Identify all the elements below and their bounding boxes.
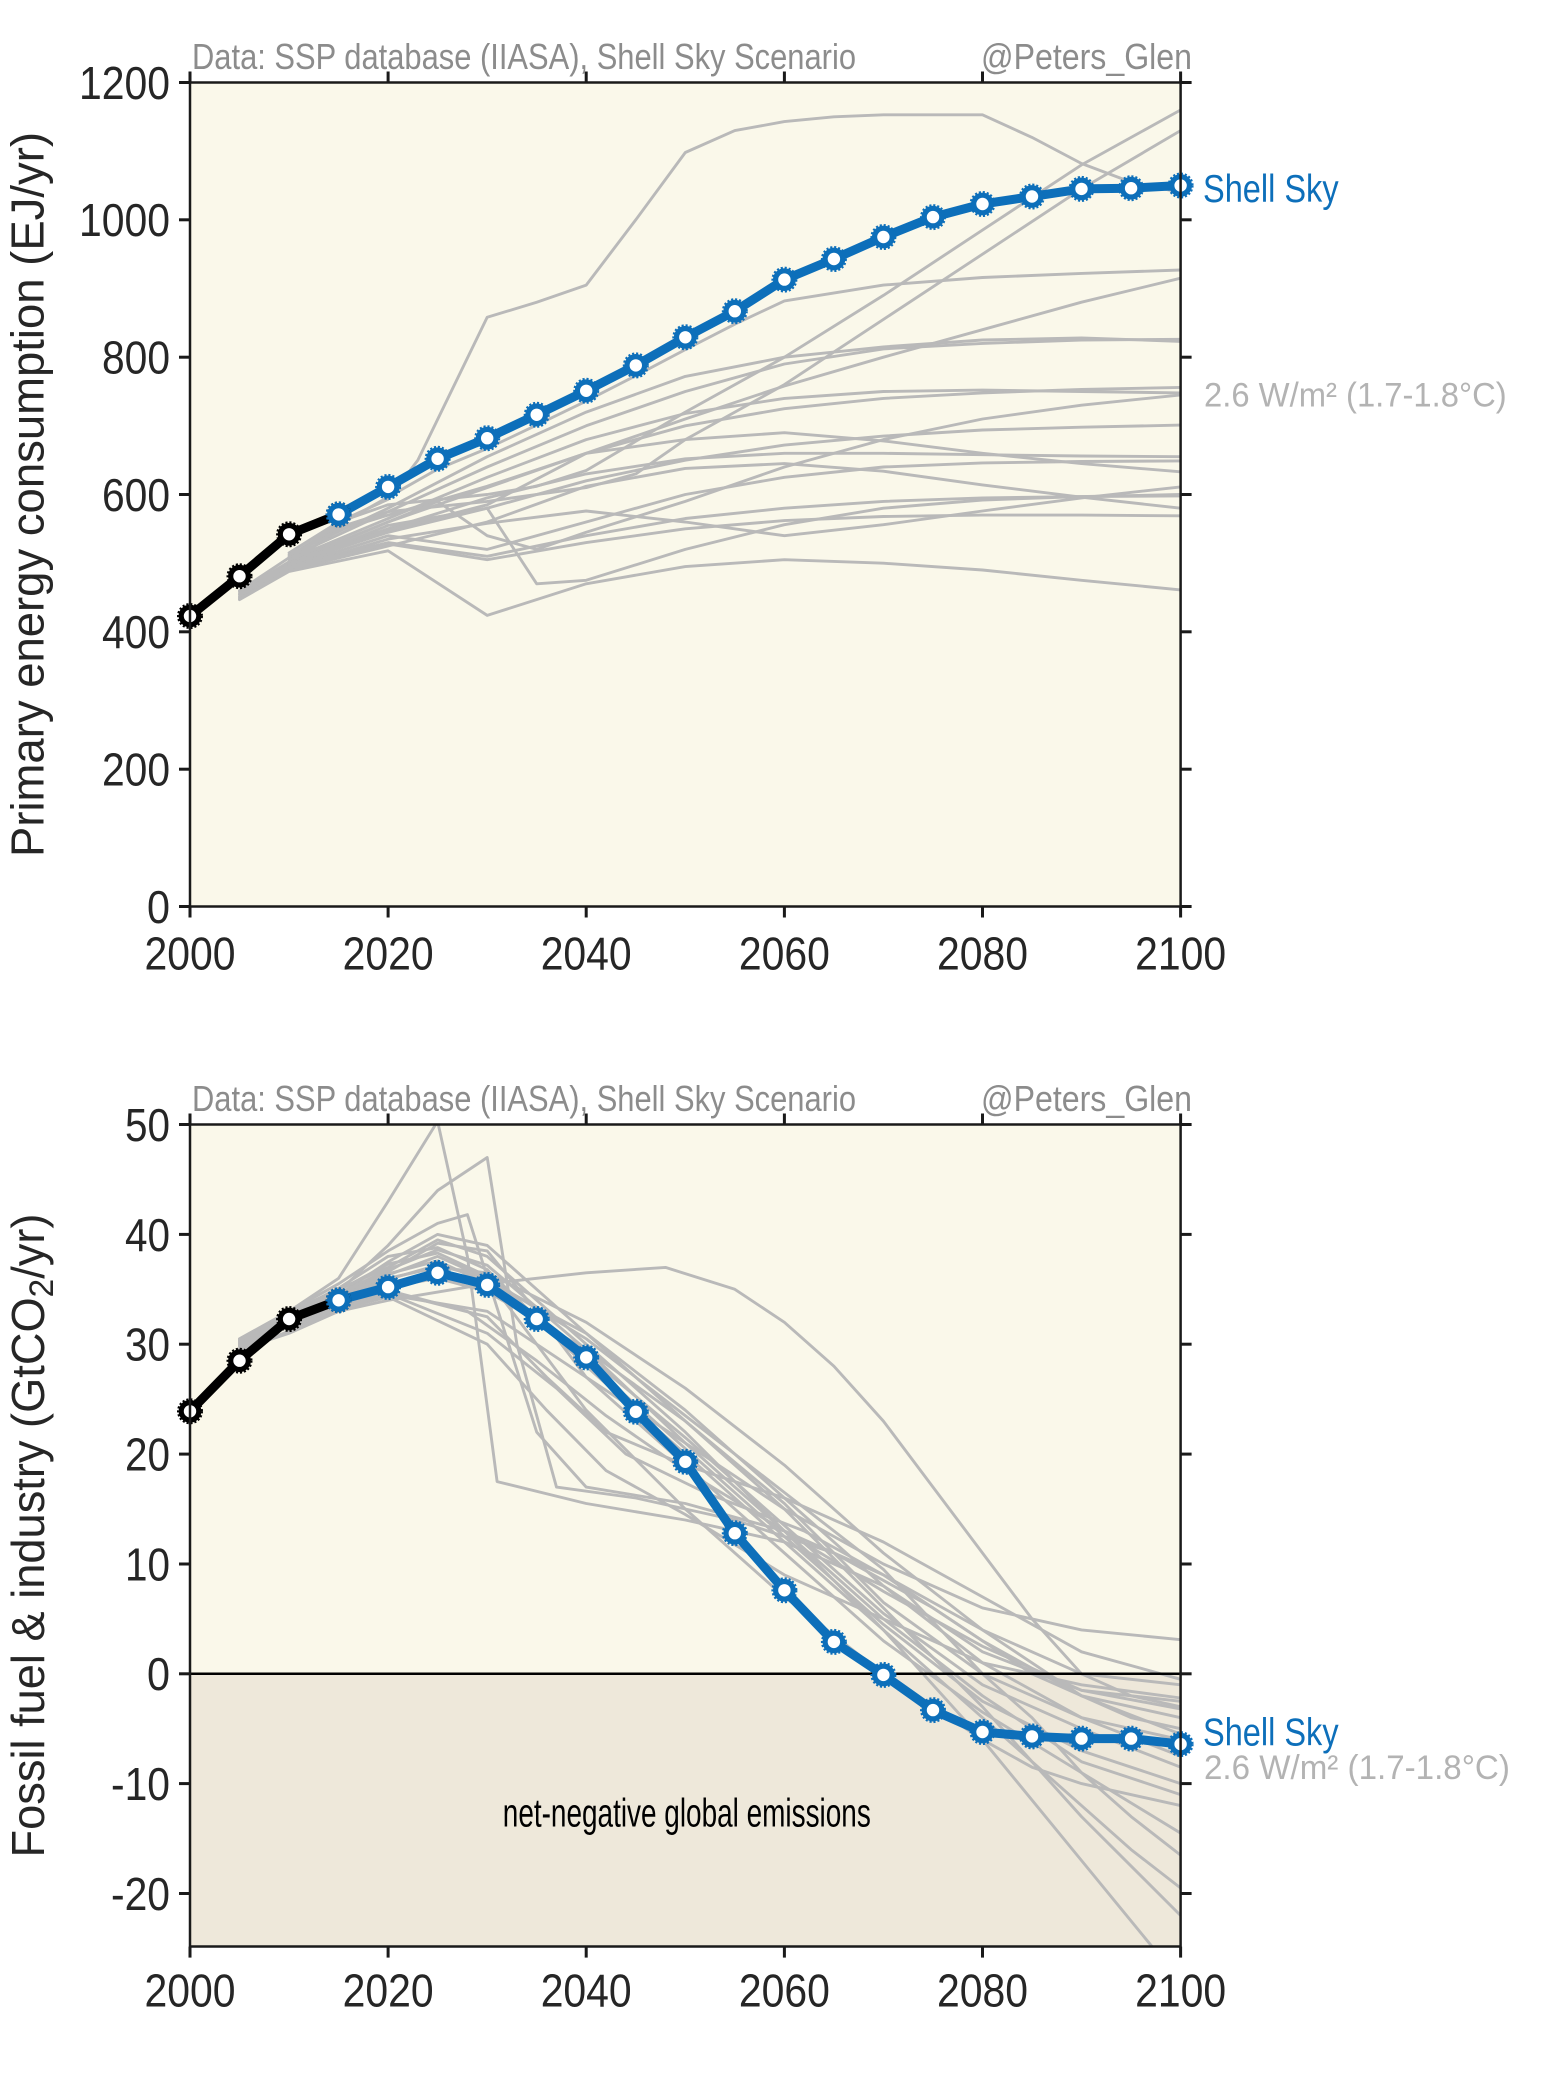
svg-text:2060: 2060 (739, 928, 830, 980)
svg-text:1200: 1200 (79, 57, 170, 109)
svg-text:2060: 2060 (739, 1965, 830, 2017)
svg-text:2100: 2100 (1135, 928, 1226, 980)
svg-text:net-negative global emissions: net-negative global emissions (503, 1791, 871, 1835)
svg-text:40: 40 (125, 1209, 170, 1261)
svg-text:Shell Sky: Shell Sky (1203, 1711, 1339, 1754)
svg-text:2000: 2000 (145, 928, 236, 980)
svg-text:Shell Sky: Shell Sky (1203, 168, 1339, 211)
svg-text:@Peters_Glen: @Peters_Glen (981, 1078, 1192, 1119)
svg-text:400: 400 (102, 606, 170, 658)
svg-text:2.6 W/m² (1.7-1.8°C): 2.6 W/m² (1.7-1.8°C) (1204, 1749, 1510, 1787)
svg-text:@Peters_Glen: @Peters_Glen (981, 36, 1192, 77)
svg-text:50: 50 (125, 1099, 170, 1151)
svg-text:-10: -10 (111, 1758, 170, 1810)
svg-text:0: 0 (147, 1648, 170, 1700)
svg-text:Data: SSP database (IIASA), Sh: Data: SSP database (IIASA), Shell Sky Sc… (192, 1078, 856, 1119)
svg-text:Primary energy consumption (EJ: Primary energy consumption (EJ/yr) (2, 132, 54, 857)
svg-text:600: 600 (102, 469, 170, 521)
svg-text:800: 800 (102, 332, 170, 384)
svg-text:2080: 2080 (937, 928, 1028, 980)
svg-text:2040: 2040 (541, 1965, 632, 2017)
svg-text:2080: 2080 (937, 1965, 1028, 2017)
svg-text:Data: SSP database (IIASA), Sh: Data: SSP database (IIASA), Shell Sky Sc… (192, 36, 856, 77)
svg-text:2000: 2000 (145, 1965, 236, 2017)
svg-text:Fossil fuel & industry (GtCO2/: Fossil fuel & industry (GtCO2/yr) (2, 1214, 61, 1858)
svg-text:200: 200 (102, 744, 170, 796)
svg-text:2.6 W/m² (1.7-1.8°C): 2.6 W/m² (1.7-1.8°C) (1204, 376, 1507, 414)
svg-text:2040: 2040 (541, 928, 632, 980)
svg-text:2020: 2020 (343, 928, 434, 980)
svg-text:2020: 2020 (343, 1965, 434, 2017)
svg-text:1000: 1000 (79, 194, 170, 246)
svg-text:2100: 2100 (1135, 1965, 1226, 2017)
svg-text:-20: -20 (111, 1868, 170, 1920)
svg-text:20: 20 (125, 1429, 170, 1481)
svg-text:10: 10 (125, 1538, 170, 1590)
svg-text:0: 0 (147, 881, 170, 933)
svg-text:30: 30 (125, 1319, 170, 1371)
